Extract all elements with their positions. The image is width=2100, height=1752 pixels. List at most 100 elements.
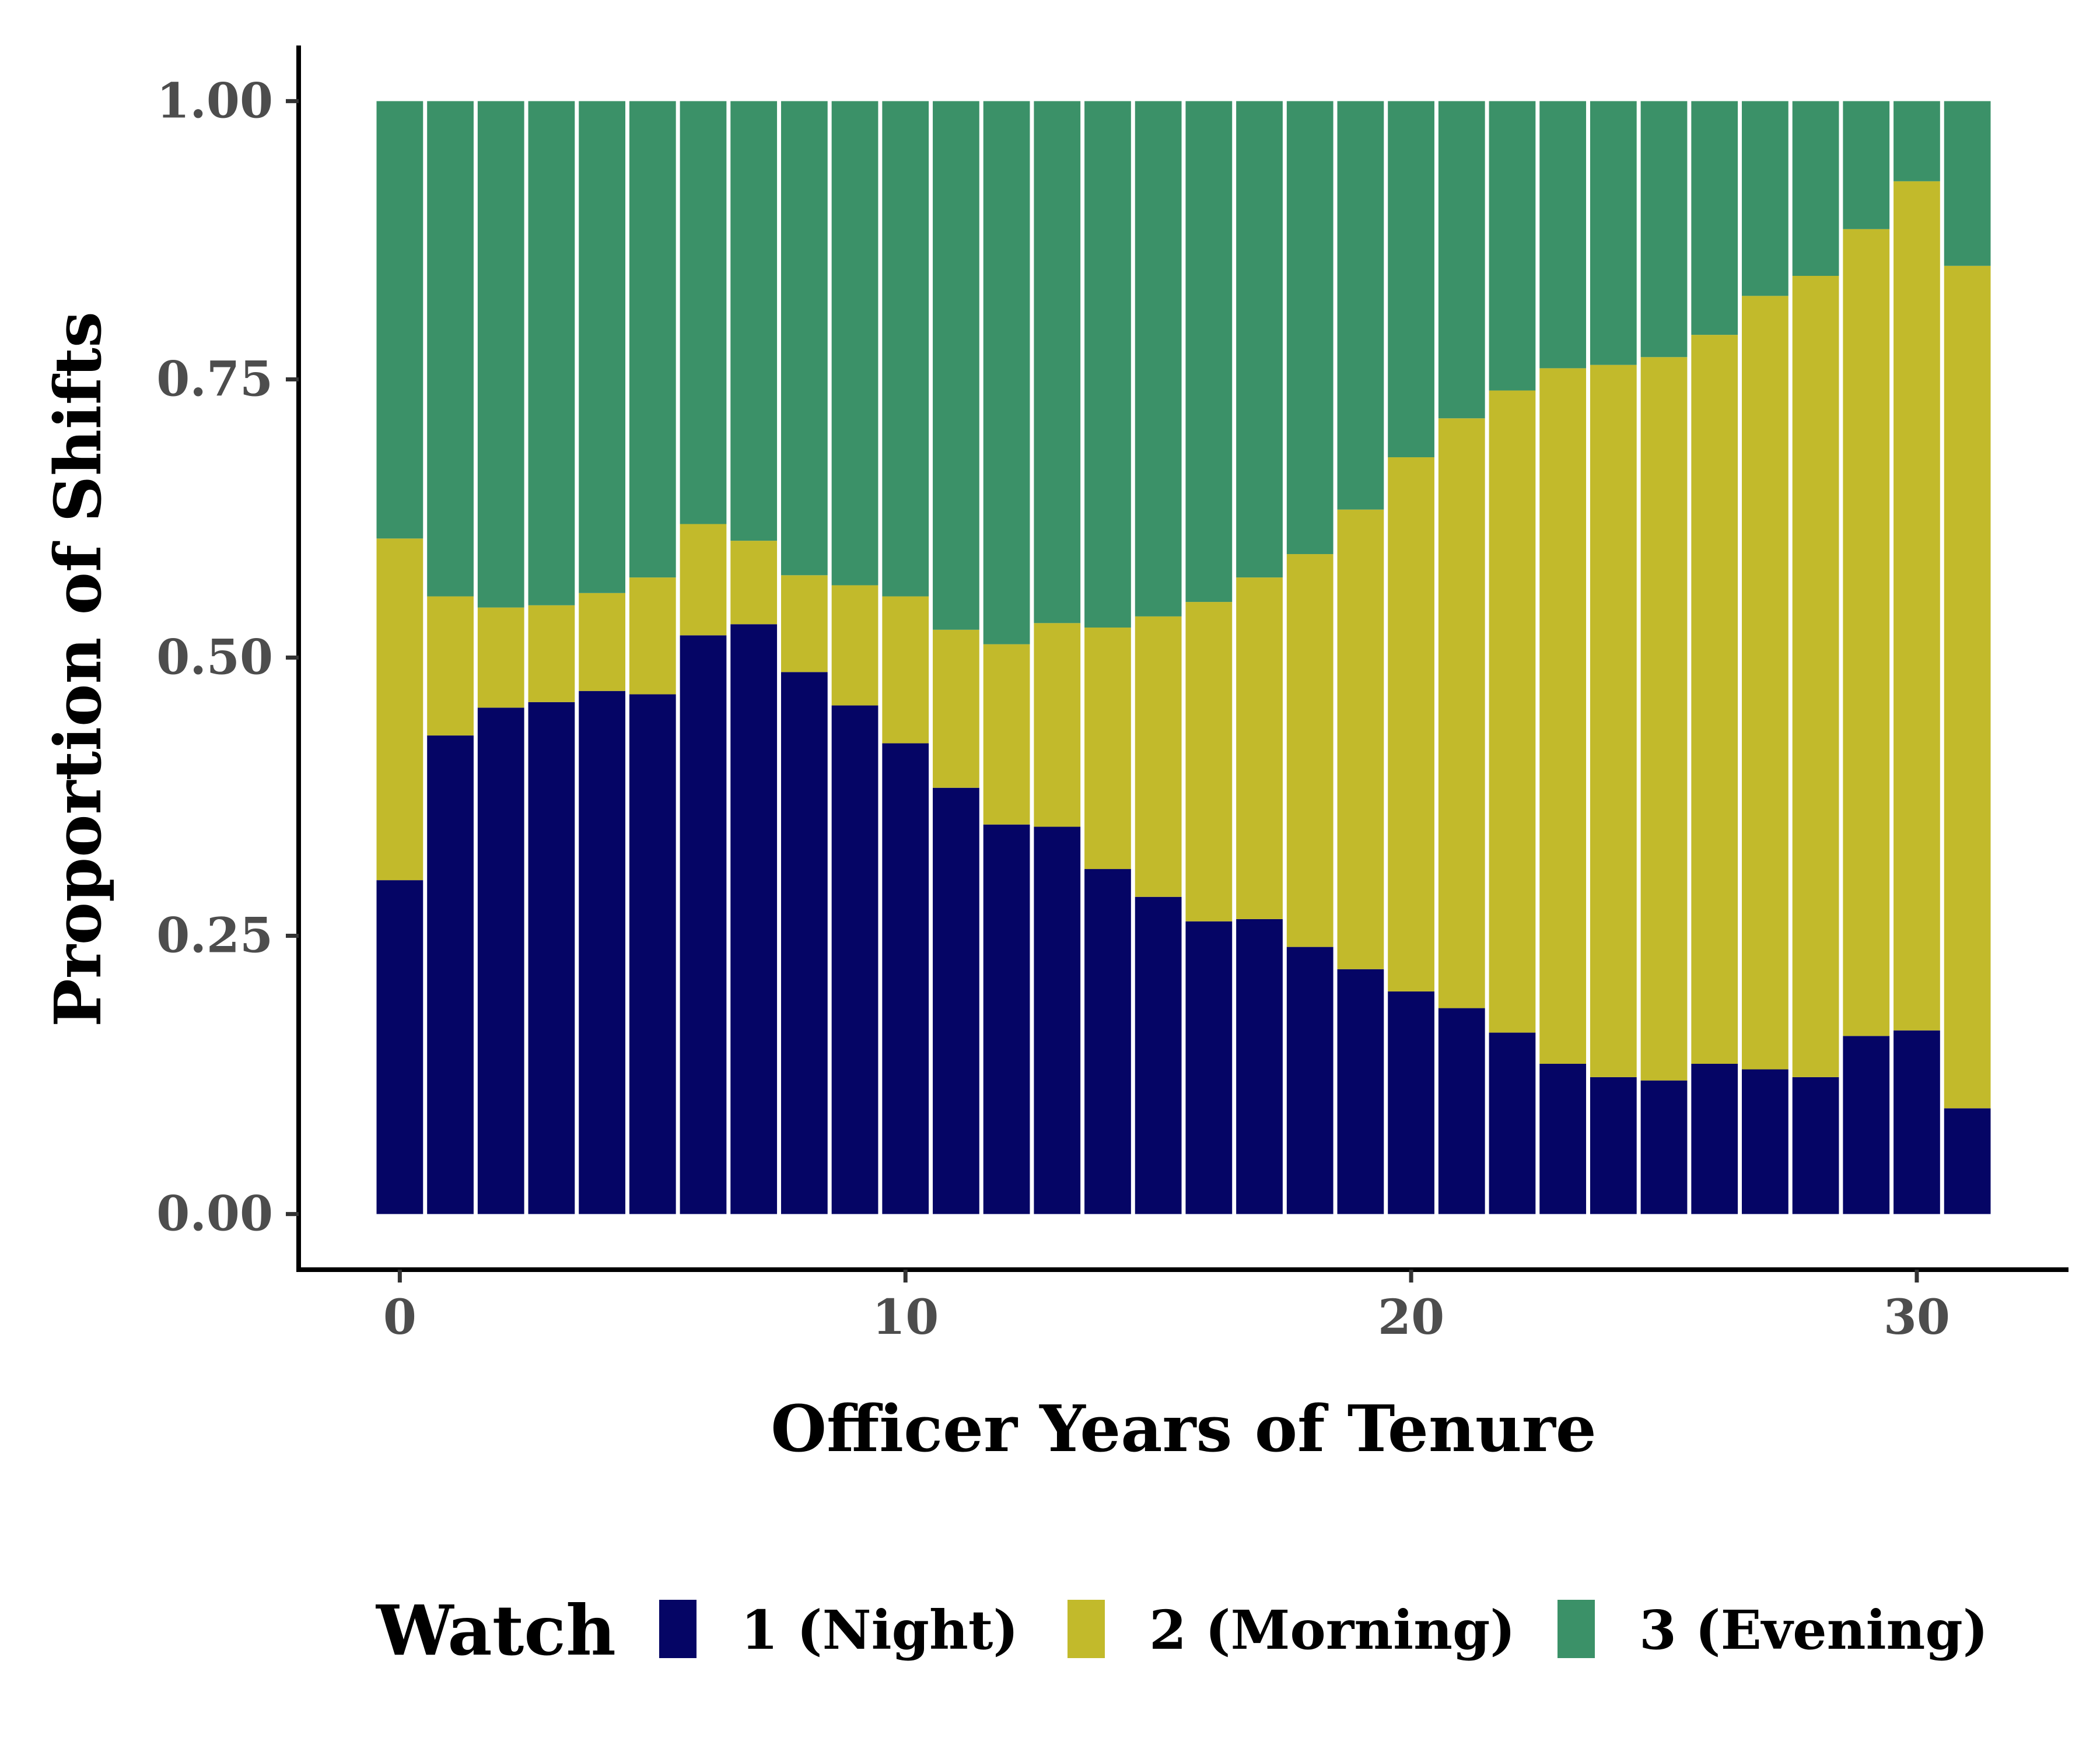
bar-11-series-3 xyxy=(933,101,979,630)
bar-18-series-3 xyxy=(1286,101,1334,555)
x-tick-label: 0 xyxy=(383,1290,416,1345)
bar-27-series-2 xyxy=(1742,296,1788,1070)
bar-28-series-2 xyxy=(1792,275,1839,1077)
y-tick-label: 0.50 xyxy=(156,630,273,686)
bar-21-series-3 xyxy=(1438,101,1485,419)
bar-8-series-1 xyxy=(780,672,828,1214)
bar-10-series-3 xyxy=(882,101,929,597)
x-tick-label: 10 xyxy=(872,1290,939,1345)
bar-4-series-1 xyxy=(579,691,625,1214)
y-axis-title: Proportion of Shifts xyxy=(40,311,116,1027)
legend-key-3 xyxy=(1558,1600,1595,1658)
bar-26-series-2 xyxy=(1691,335,1738,1064)
bar-24-series-2 xyxy=(1590,365,1637,1077)
x-tick-label: 20 xyxy=(1378,1290,1444,1345)
y-tick-label: 0.25 xyxy=(156,908,273,964)
bar-29-series-1 xyxy=(1843,1036,1890,1214)
bar-14-series-3 xyxy=(1084,101,1131,628)
bar-6-series-2 xyxy=(680,524,727,636)
bar-8-series-3 xyxy=(780,101,828,576)
bar-26-series-1 xyxy=(1691,1063,1738,1214)
bar-18-series-1 xyxy=(1286,947,1334,1214)
bar-29-series-2 xyxy=(1843,229,1890,1036)
bar-1-series-2 xyxy=(427,596,474,736)
bar-17-series-3 xyxy=(1236,101,1283,578)
bar-25-series-2 xyxy=(1640,357,1688,1081)
bar-19-series-1 xyxy=(1337,969,1384,1214)
bar-2-series-3 xyxy=(477,101,524,608)
x-axis-title: Officer Years of Tenure xyxy=(771,1391,1597,1466)
bar-15-series-2 xyxy=(1135,616,1182,897)
bar-23-series-1 xyxy=(1539,1063,1587,1214)
bar-31-series-3 xyxy=(1944,101,1991,266)
bar-1-series-3 xyxy=(427,101,474,597)
bar-3-series-2 xyxy=(528,605,575,702)
bar-28-series-3 xyxy=(1792,101,1839,276)
bars-layer xyxy=(376,101,1991,1214)
bar-16-series-3 xyxy=(1185,101,1233,602)
bar-10-series-1 xyxy=(882,743,929,1214)
bar-5-series-3 xyxy=(629,101,676,578)
bar-30-series-3 xyxy=(1894,101,1940,181)
bar-12-series-3 xyxy=(983,101,1030,644)
bar-12-series-1 xyxy=(983,824,1030,1214)
bar-14-series-2 xyxy=(1084,627,1131,870)
bar-13-series-2 xyxy=(1034,623,1081,827)
bar-7-series-3 xyxy=(730,101,778,541)
x-axis-ticks: 0 10 20 30 xyxy=(383,1270,1950,1345)
y-tick-label: 0.75 xyxy=(156,351,273,407)
bar-6-series-3 xyxy=(680,101,727,524)
bar-29-series-3 xyxy=(1843,101,1890,229)
bar-9-series-1 xyxy=(831,705,878,1214)
bar-13-series-1 xyxy=(1034,826,1081,1214)
bar-7-series-1 xyxy=(730,624,778,1214)
bar-27-series-3 xyxy=(1742,101,1788,296)
bar-20-series-3 xyxy=(1388,101,1434,458)
bar-15-series-3 xyxy=(1135,101,1182,616)
bar-30-series-1 xyxy=(1894,1030,1940,1214)
bar-16-series-1 xyxy=(1185,921,1233,1214)
bar-0-series-3 xyxy=(376,101,424,539)
bar-25-series-3 xyxy=(1640,101,1688,358)
bar-4-series-2 xyxy=(579,593,625,691)
bar-1-series-1 xyxy=(427,735,474,1214)
legend-title: Watch xyxy=(375,1590,616,1671)
bar-22-series-2 xyxy=(1489,390,1536,1033)
bar-17-series-1 xyxy=(1236,919,1283,1214)
bar-30-series-2 xyxy=(1894,181,1940,1031)
bar-24-series-3 xyxy=(1590,101,1637,365)
bar-12-series-2 xyxy=(983,644,1030,825)
bar-5-series-1 xyxy=(629,694,676,1214)
bar-8-series-2 xyxy=(780,575,828,672)
bar-17-series-2 xyxy=(1236,577,1283,919)
bar-6-series-1 xyxy=(680,635,727,1214)
bar-31-series-2 xyxy=(1944,265,1991,1109)
legend-key-2 xyxy=(1068,1600,1105,1658)
legend-key-1 xyxy=(659,1600,696,1658)
bar-14-series-1 xyxy=(1084,869,1131,1214)
bar-3-series-3 xyxy=(528,101,575,605)
bar-11-series-2 xyxy=(933,629,979,788)
legend-label-1: 1 (Night) xyxy=(741,1599,1019,1662)
bar-0-series-2 xyxy=(376,538,424,881)
bar-20-series-1 xyxy=(1388,991,1434,1214)
bar-28-series-1 xyxy=(1792,1077,1839,1214)
bar-9-series-2 xyxy=(831,585,878,706)
bar-26-series-3 xyxy=(1691,101,1738,335)
bar-25-series-1 xyxy=(1640,1080,1688,1214)
y-tick-label: 1.00 xyxy=(156,73,273,129)
bar-23-series-2 xyxy=(1539,368,1587,1064)
bar-2-series-2 xyxy=(477,607,524,708)
bar-22-series-1 xyxy=(1489,1032,1536,1214)
legend: Watch 1 (Night) 2 (Morning) 3 (Evening) xyxy=(375,1590,1988,1671)
bar-5-series-2 xyxy=(629,577,676,695)
x-tick-label: 30 xyxy=(1884,1290,1950,1345)
bar-31-series-1 xyxy=(1944,1108,1991,1214)
bar-10-series-2 xyxy=(882,596,929,744)
bar-11-series-1 xyxy=(933,787,979,1214)
bar-19-series-2 xyxy=(1337,509,1384,969)
bar-19-series-3 xyxy=(1337,101,1384,510)
bar-15-series-1 xyxy=(1135,896,1182,1214)
bar-16-series-2 xyxy=(1185,602,1233,921)
